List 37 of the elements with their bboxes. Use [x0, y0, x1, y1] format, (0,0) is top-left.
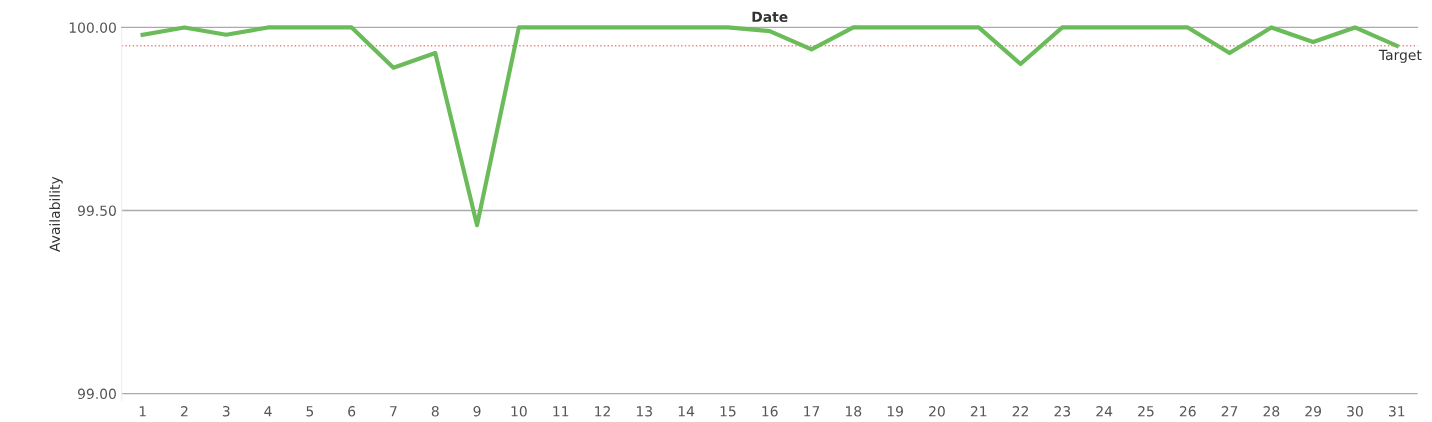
x-tick-label: 25: [1138, 406, 1154, 417]
x-tick-label: 2: [181, 406, 188, 417]
x-tick-label: 31: [1389, 406, 1405, 417]
y-tick-label: 99.00: [77, 388, 116, 400]
x-tick-label: 7: [390, 406, 397, 417]
x-tick-label: 9: [473, 406, 481, 417]
y-tick-label: 100.00: [69, 22, 116, 33]
x-tick-label: 29: [1305, 406, 1322, 417]
x-tick-label: 21: [970, 406, 987, 417]
x-tick-label: 11: [553, 406, 569, 417]
x-tick-label: 1: [139, 406, 146, 417]
x-axis-title: Date: [752, 11, 788, 23]
x-tick-label: 4: [264, 406, 272, 417]
x-tick-label: 13: [636, 406, 653, 417]
x-tick-label: 26: [1179, 406, 1196, 417]
y-axis-title: Availability: [49, 176, 63, 252]
x-tick-label: 6: [348, 406, 356, 417]
x-tick-label: 28: [1263, 406, 1280, 417]
x-tick-label: 12: [595, 406, 610, 417]
x-tick-label: 27: [1221, 406, 1238, 417]
x-tick-label: 30: [1347, 406, 1363, 417]
x-tick-label: 23: [1054, 406, 1071, 417]
x-tick-label: 10: [511, 406, 527, 417]
x-tick-label: 24: [1096, 406, 1113, 417]
x-tick-label: 18: [846, 406, 862, 417]
x-tick-label: 16: [762, 406, 778, 417]
ref-line-label: Target: [1378, 49, 1422, 63]
x-tick-label: 14: [678, 406, 695, 417]
x-tick-label: 3: [222, 406, 230, 417]
x-tick-label: 20: [929, 406, 945, 417]
x-tick-label: 5: [306, 406, 314, 417]
x-tick-label: 17: [804, 406, 820, 417]
x-tick-label: 8: [431, 406, 439, 417]
y-tick-label: 99.50: [77, 205, 116, 216]
x-tick-label: 19: [887, 406, 903, 417]
x-tick-label: 15: [720, 406, 736, 417]
x-tick-label: 22: [1012, 406, 1028, 417]
